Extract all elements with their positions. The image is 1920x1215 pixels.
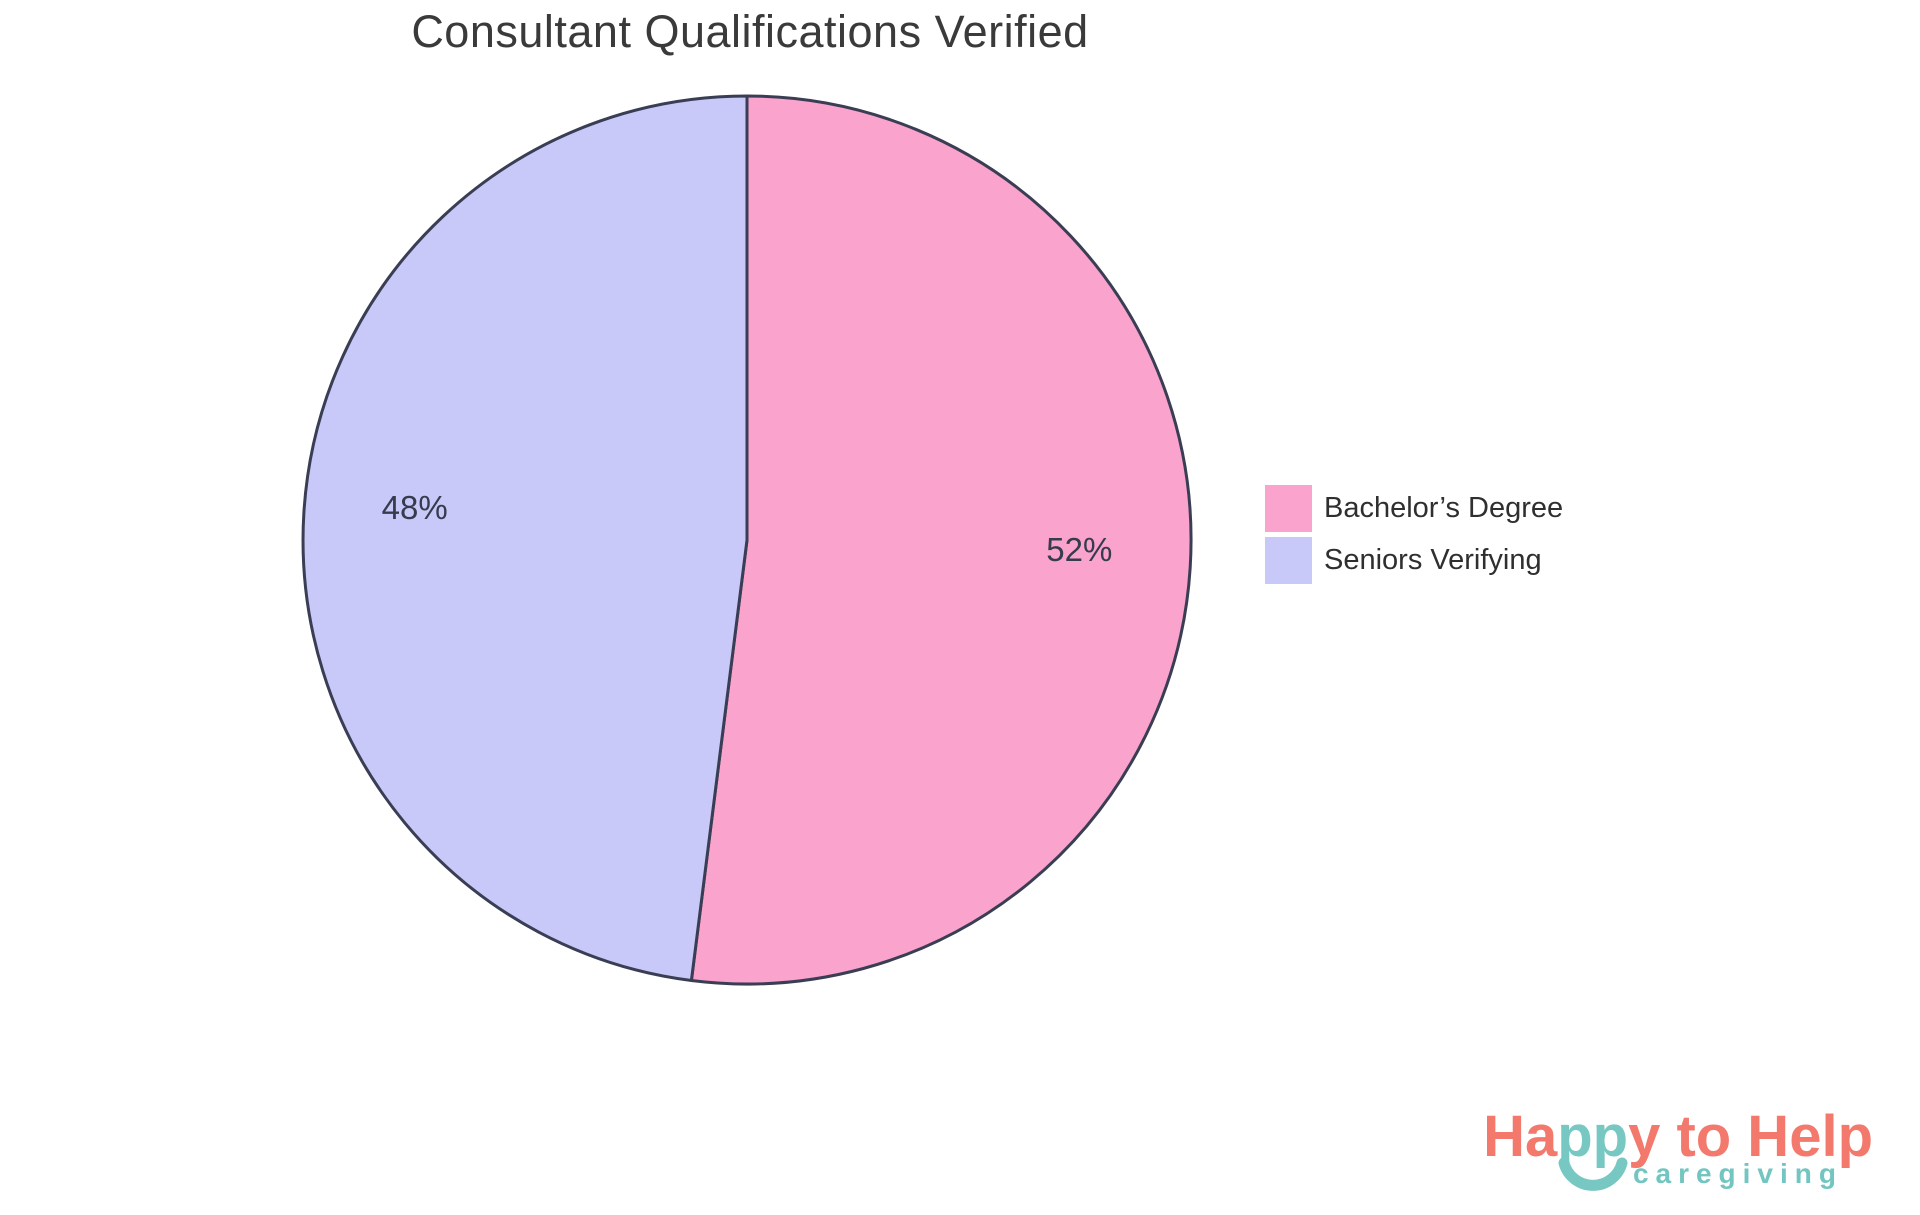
logo-text-y-to-help: y to Help	[1628, 1104, 1873, 1169]
legend-label: Bachelor’s Degree	[1324, 492, 1564, 524]
legend: Bachelor’s Degree Seniors Verifying	[1265, 485, 1563, 584]
legend-swatch	[1265, 537, 1312, 584]
legend-item: Bachelor’s Degree	[1265, 485, 1563, 532]
happy-to-help-logo: Happ y to Help caregiving	[1483, 1104, 1873, 1191]
logo-pp-wrap: pp	[1557, 1104, 1629, 1191]
logo-text-ha: Ha	[1483, 1104, 1558, 1169]
pie-slice	[689, 94, 1193, 986]
legend-swatch	[1265, 485, 1312, 532]
legend-label: Seniors Verifying	[1324, 544, 1542, 576]
pie-slice	[301, 94, 749, 982]
logo-text-pp: pp	[1557, 1104, 1629, 1169]
legend-item: Seniors Verifying	[1265, 537, 1563, 584]
pie-slice-percentage-label: 52%	[1046, 531, 1112, 568]
chart-title: Consultant Qualifications Verified	[411, 6, 1089, 57]
pie-slice-percentage-label: 48%	[382, 489, 448, 526]
logo-wordmark: Happ y to Help	[1483, 1104, 1873, 1191]
smile-icon	[1558, 1157, 1628, 1191]
logo-tagline: caregiving	[1632, 1158, 1843, 1189]
